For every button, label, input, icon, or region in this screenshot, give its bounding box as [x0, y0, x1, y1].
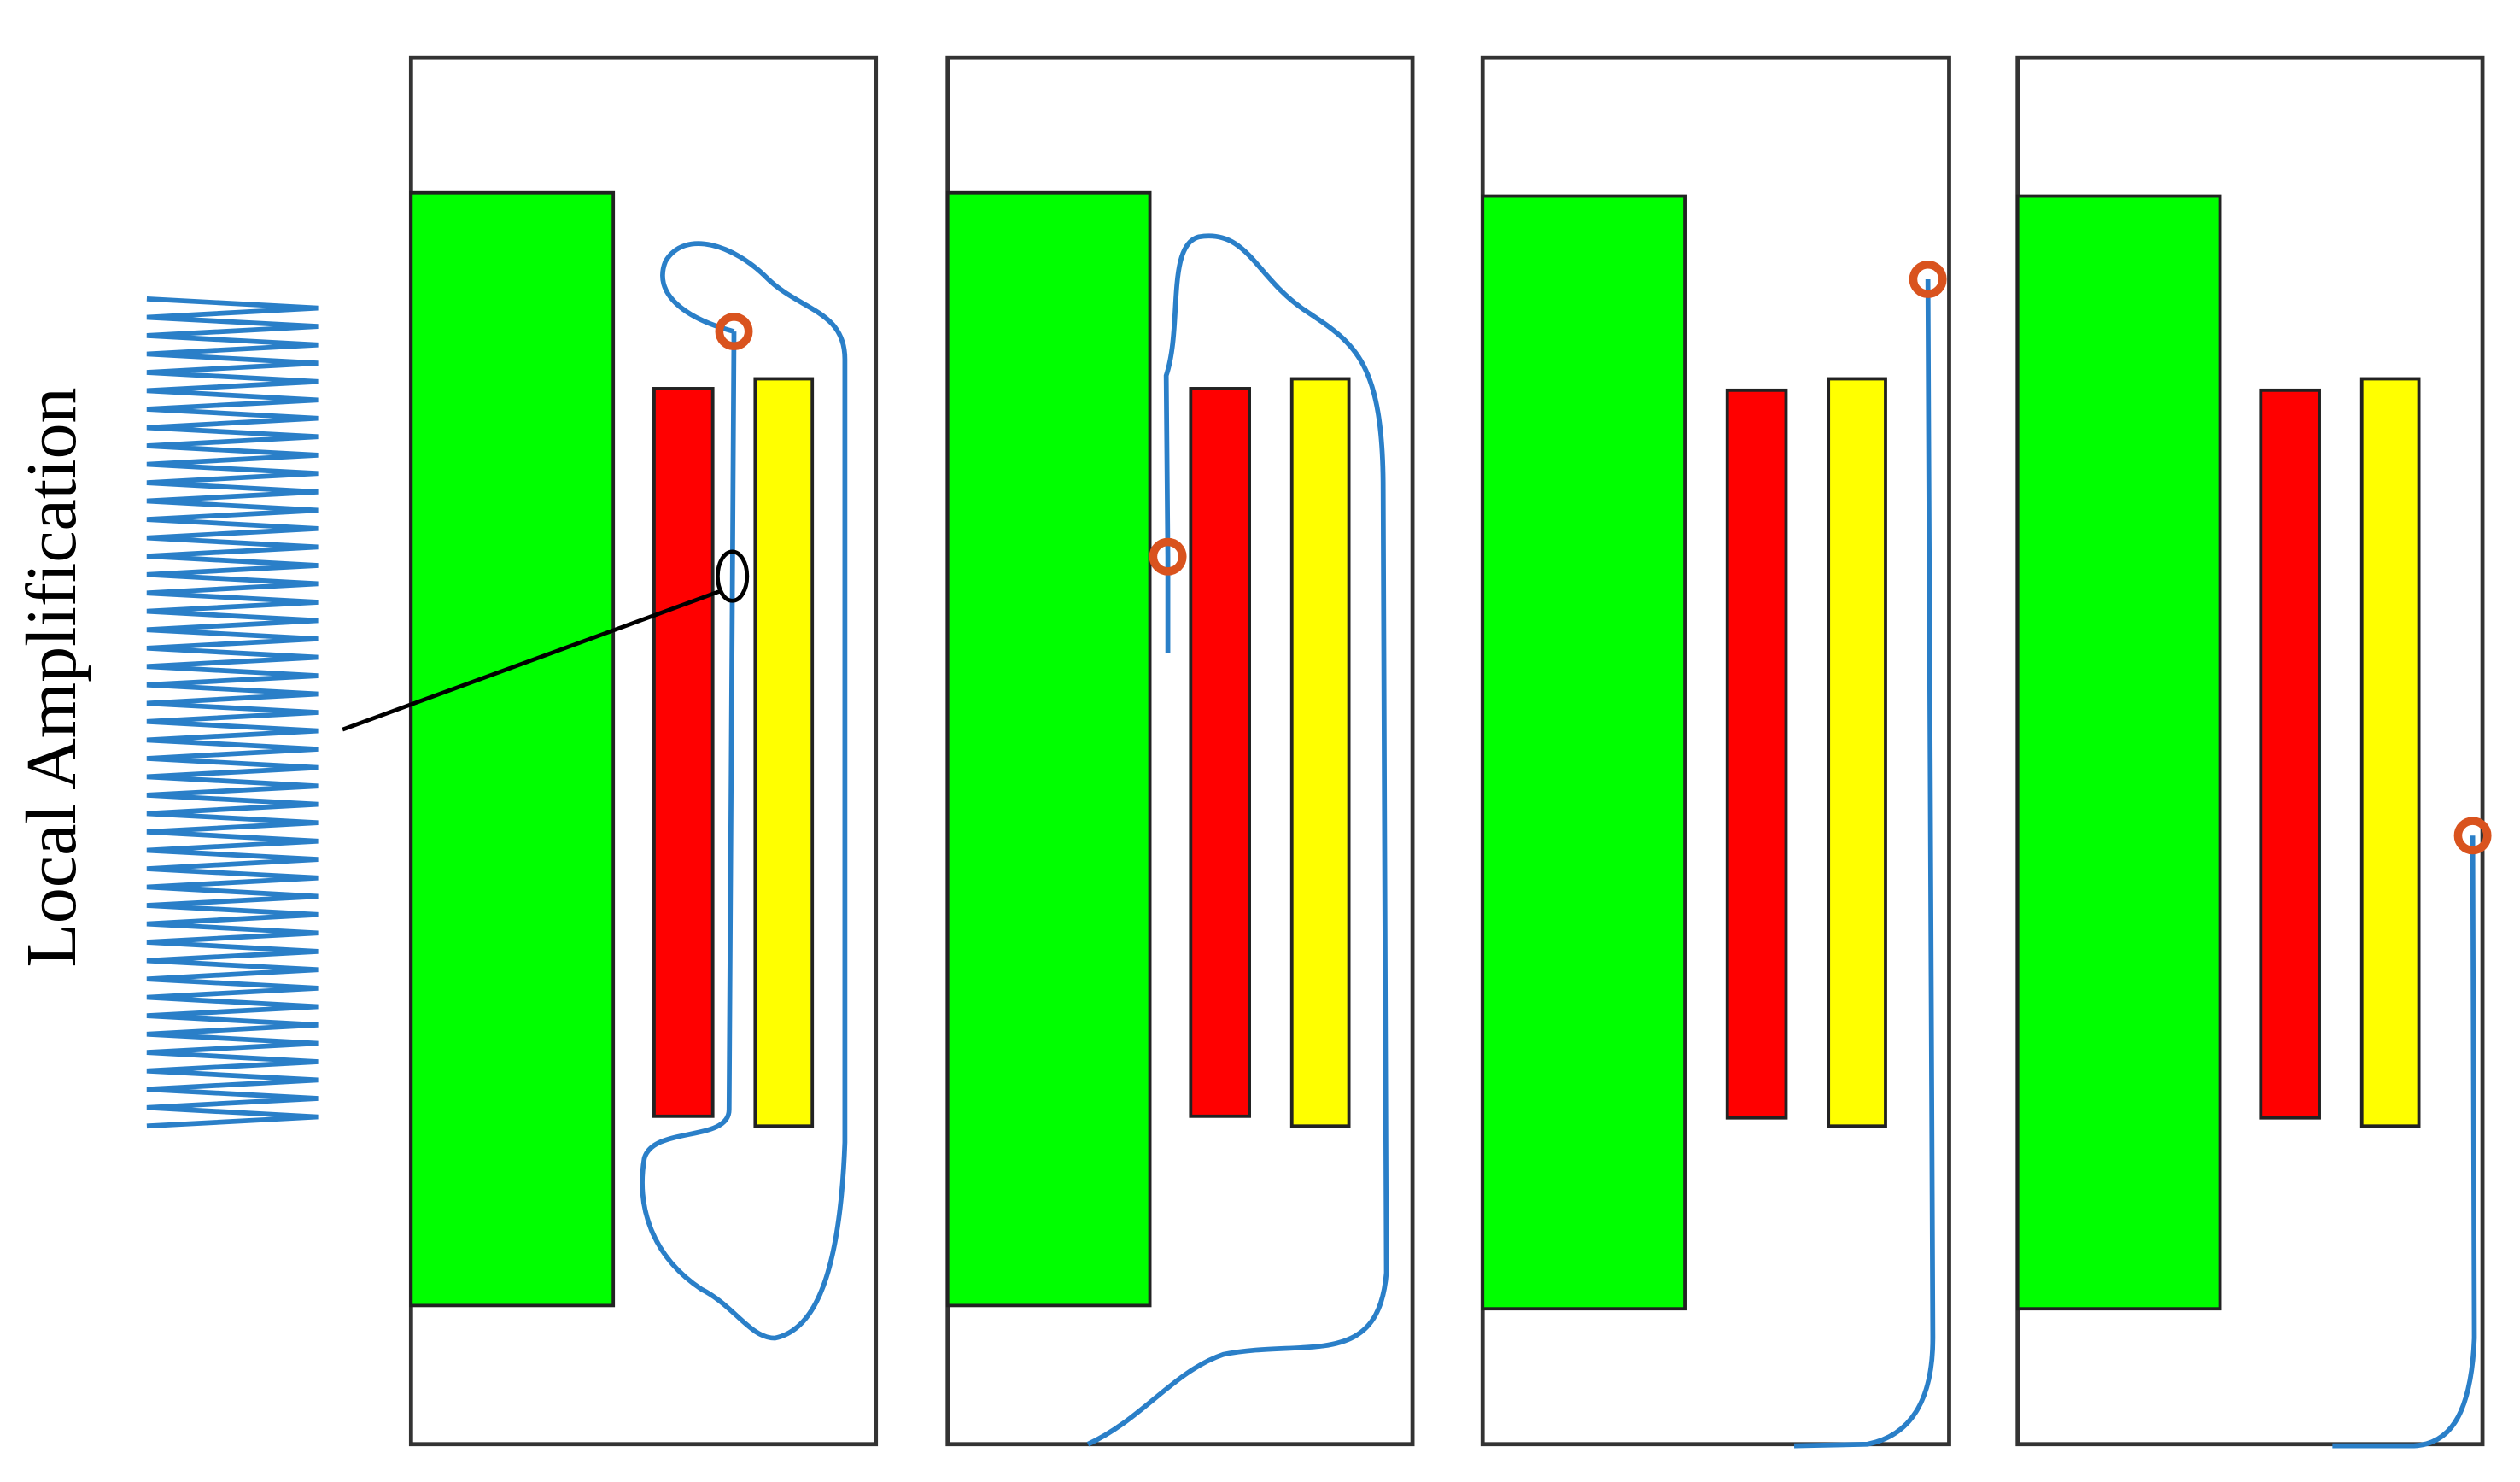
panel-3 — [1480, 55, 1951, 1449]
green-block — [409, 190, 616, 1308]
trajectory — [2332, 835, 2477, 1449]
yellow-block — [753, 377, 815, 1128]
red-block — [2259, 388, 2321, 1120]
panel-4 — [2015, 55, 2492, 1449]
green-block — [945, 190, 1152, 1308]
zoom-pointer — [342, 589, 722, 732]
green-block — [1481, 194, 1687, 1311]
zoom-ellipse — [716, 549, 750, 603]
yellow-block — [1289, 377, 1351, 1128]
marker — [2453, 817, 2492, 855]
yellow-block — [2359, 377, 2421, 1128]
amplification-label: Local Amplification — [12, 387, 91, 967]
trajectory — [1793, 278, 1936, 1449]
zigzag-amplification — [146, 296, 319, 1129]
trajectory — [1086, 233, 1389, 1447]
red-block — [1725, 388, 1788, 1120]
green-block — [2015, 194, 2222, 1311]
panel-1 — [342, 55, 879, 1447]
marker — [1149, 537, 1187, 576]
panel-2 — [945, 55, 1415, 1447]
marker — [1909, 260, 1947, 298]
red-block — [652, 387, 715, 1118]
trajectory — [640, 241, 848, 1341]
yellow-block — [1827, 377, 1887, 1128]
marker — [715, 313, 753, 351]
red-block — [1189, 387, 1251, 1118]
